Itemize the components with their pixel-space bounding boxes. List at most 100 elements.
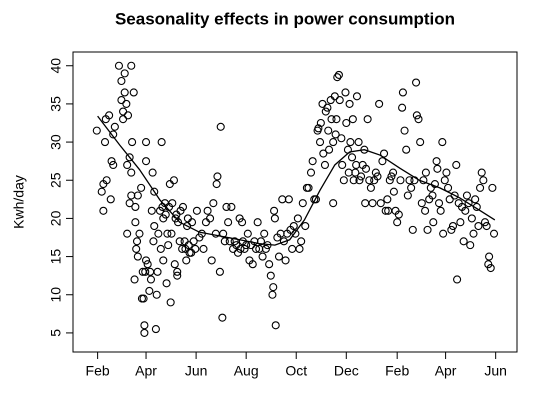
point: [120, 88, 129, 97]
point: [266, 271, 275, 280]
point: [371, 168, 380, 177]
point: [445, 195, 454, 204]
point: [381, 206, 390, 215]
point: [215, 267, 224, 276]
point: [428, 191, 437, 200]
point: [385, 176, 394, 185]
point: [106, 195, 115, 204]
x-tick-label: Apr: [135, 363, 157, 379]
point: [486, 263, 495, 273]
point: [119, 107, 128, 116]
point: [288, 244, 297, 253]
point: [152, 290, 161, 299]
point: [412, 111, 421, 120]
point: [189, 237, 198, 246]
point: [224, 218, 233, 227]
point: [417, 199, 426, 208]
point: [146, 267, 155, 276]
point: [295, 244, 304, 253]
point: [279, 237, 288, 246]
point: [389, 187, 398, 196]
point: [132, 237, 142, 246]
x-tick-label: Jun: [484, 363, 507, 379]
point: [474, 221, 483, 231]
point: [169, 176, 178, 185]
point: [462, 191, 471, 200]
point: [102, 176, 111, 185]
point: [133, 252, 142, 261]
point: [331, 130, 340, 139]
point: [209, 199, 218, 208]
y-tick-label: 35: [48, 96, 64, 112]
point: [284, 195, 293, 204]
point: [251, 244, 261, 253]
point: [187, 248, 196, 257]
point: [222, 202, 231, 212]
point: [400, 126, 409, 135]
point: [488, 183, 497, 192]
point: [378, 157, 387, 166]
point: [243, 229, 252, 238]
point: [187, 218, 197, 227]
point: [368, 199, 377, 208]
point: [403, 191, 412, 200]
point: [326, 96, 335, 105]
point: [477, 168, 486, 177]
point: [178, 244, 187, 253]
point: [421, 206, 430, 215]
point: [153, 267, 162, 276]
point: [306, 168, 316, 177]
point: [114, 61, 124, 70]
x-tick-label: Oct: [285, 363, 307, 379]
plot-box: [72, 51, 518, 353]
smooth-line: [97, 115, 496, 246]
x-tick-label: Aug: [234, 363, 259, 379]
point: [476, 183, 485, 192]
point: [227, 202, 236, 212]
y-tick-label: 30: [48, 134, 64, 150]
point: [281, 256, 290, 265]
point: [270, 206, 279, 215]
point: [402, 145, 411, 154]
point: [127, 191, 136, 200]
point: [146, 275, 156, 284]
point: [423, 225, 432, 234]
point: [365, 176, 374, 185]
point: [159, 256, 168, 265]
point: [315, 138, 325, 147]
point: [341, 88, 350, 97]
point: [167, 229, 176, 238]
point: [117, 76, 126, 86]
point: [139, 294, 148, 303]
point: [323, 103, 332, 112]
point: [361, 164, 371, 173]
point: [479, 176, 488, 185]
x-tick-label: Apr: [435, 363, 457, 379]
point: [352, 92, 362, 101]
point: [345, 99, 354, 108]
point: [339, 176, 348, 185]
point: [325, 145, 334, 154]
point: [293, 214, 302, 223]
point: [316, 118, 325, 128]
point: [207, 256, 216, 265]
point: [439, 229, 448, 238]
point: [398, 103, 407, 112]
point: [308, 157, 317, 166]
point: [173, 271, 182, 280]
point: [489, 229, 499, 238]
point: [482, 221, 491, 231]
point: [274, 252, 284, 261]
point: [203, 206, 212, 215]
point: [318, 99, 327, 108]
point: [329, 138, 338, 147]
point: [363, 115, 372, 124]
point: [150, 221, 159, 231]
point: [448, 221, 458, 231]
point: [133, 191, 142, 200]
point: [332, 115, 341, 124]
point: [436, 206, 445, 215]
point: [122, 99, 131, 108]
point: [173, 267, 182, 276]
point: [117, 96, 126, 105]
